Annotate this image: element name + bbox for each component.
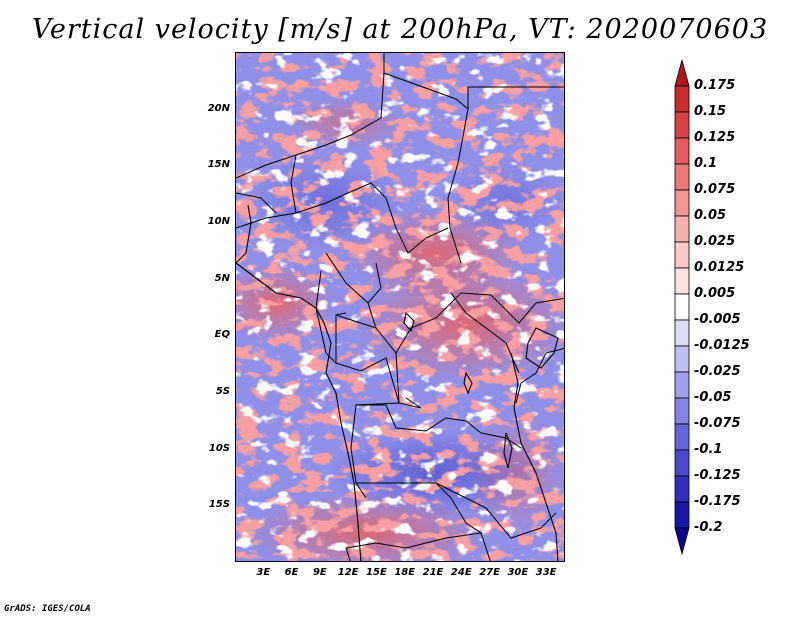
map-panel [235,52,565,562]
colorbar-label: -0.075 [694,416,741,431]
colorbar-bin [674,215,690,243]
colorbar-bin [674,475,690,503]
y-tick-label: 15S [208,499,230,511]
x-tick-label: 9E [312,567,327,578]
colorbar-bin [674,163,690,191]
colorbar-bin [674,423,690,451]
grads-credit: GrADS: IGES/COLA [4,604,91,614]
colorbar-bin [674,267,690,295]
x-tick-label: 33E [535,567,557,578]
y-tick-label: 20N [207,102,230,114]
colorbar-label: 0.005 [694,286,736,301]
colorbar-bin [674,501,690,529]
colorbar-bin [674,319,690,347]
colorbar-bin [674,397,690,425]
colorbar-label: 0.075 [694,182,736,197]
colorbar-label: -0.005 [694,312,741,327]
y-tick-label: 10N [207,216,230,227]
colorbar-label: 0.1 [694,156,718,171]
colorbar-label: 0.025 [694,234,736,249]
colorbar-label: -0.1 [694,442,723,457]
colorbar-bin [674,60,690,87]
y-tick-label: 5S [215,386,230,397]
x-tick-label: 3E [256,567,271,578]
y-tick-label: 15N [207,159,230,171]
colorbar-label: -0.175 [694,494,741,509]
y-tick-label: 10S [208,442,230,454]
chart-title: Vertical velocity [m/s] at 200hPa, VT: 2… [31,14,769,45]
x-tick-label: 30E [507,567,529,578]
colorbar-bin [674,111,690,139]
colorbar-bin [674,527,690,556]
colorbar-bin [674,189,690,217]
colorbar [674,60,690,556]
colorbar-label: -0.0125 [694,338,750,353]
colorbar-bin [674,371,690,399]
coastlines [236,204,559,561]
x-tick-label: 12E [337,567,359,578]
colorbar-label: -0.025 [694,364,741,379]
colorbar-label: 0.05 [694,208,727,223]
field-texture [236,53,564,561]
vertical-velocity-field [236,53,564,561]
colorbar-label: -0.05 [694,390,732,405]
y-tick-label: 5N [214,272,230,284]
x-tick-label: 15E [366,567,387,578]
x-tick-label: 27E [479,567,500,578]
colorbar-bin [674,85,690,113]
x-tick-label: 6E [284,567,299,578]
colorbar-label: 0.0125 [694,260,745,275]
colorbar-label: 0.15 [694,104,727,119]
colorbar-bin [674,293,690,321]
colorbar-bin [674,137,690,165]
colorbar-bin [674,241,690,269]
colorbar-label: 0.175 [694,78,736,93]
x-tick-label: 21E [422,567,444,578]
colorbar-bin [674,449,690,477]
y-tick-label: EQ [214,329,230,341]
colorbar-label: 0.125 [694,130,736,145]
x-tick-label: 24E [450,567,472,578]
x-tick-label: 18E [394,567,416,578]
colorbar-label: -0.2 [694,520,723,535]
colorbar-label: -0.125 [694,468,741,483]
country-borders [236,53,564,561]
colorbar-bin [674,345,690,373]
